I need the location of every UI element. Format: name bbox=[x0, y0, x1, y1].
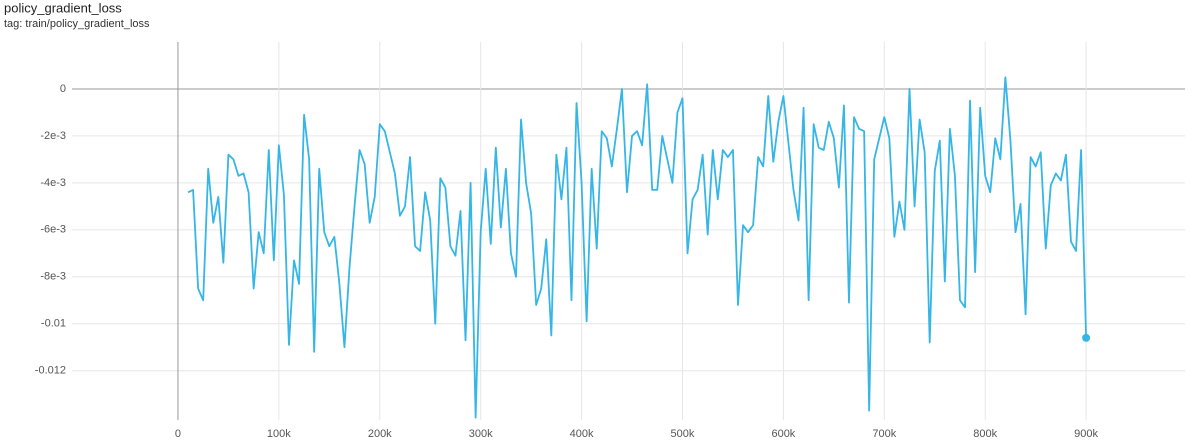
x-tick-label: 500k bbox=[671, 428, 695, 440]
y-tick-label: -6e-3 bbox=[40, 224, 66, 236]
chart-title: policy_gradient_loss bbox=[4, 0, 122, 15]
x-tick-label: 400k bbox=[570, 428, 594, 440]
x-tick-label: 0 bbox=[175, 428, 181, 440]
x-tick-label: 900k bbox=[1074, 428, 1098, 440]
y-tick-label: -8e-3 bbox=[40, 271, 66, 283]
x-tick-label: 800k bbox=[973, 428, 997, 440]
x-tick-label: 200k bbox=[368, 428, 392, 440]
chart-subtitle: tag: train/policy_gradient_loss bbox=[4, 18, 150, 30]
y-tick-label: -2e-3 bbox=[40, 130, 66, 142]
x-tick-label: 700k bbox=[872, 428, 896, 440]
line bbox=[187, 76, 1088, 419]
x-tick-label: 300k bbox=[469, 428, 493, 440]
x-tick-label: 600k bbox=[771, 428, 795, 440]
x-tick-label: 100k bbox=[267, 428, 291, 440]
y-tick-label: -0.01 bbox=[41, 318, 66, 330]
y-tick-label: 0 bbox=[60, 83, 66, 95]
y-tick-label: -0.012 bbox=[35, 365, 66, 377]
end-point bbox=[1082, 333, 1091, 342]
y-tick-label: -4e-3 bbox=[40, 177, 66, 189]
